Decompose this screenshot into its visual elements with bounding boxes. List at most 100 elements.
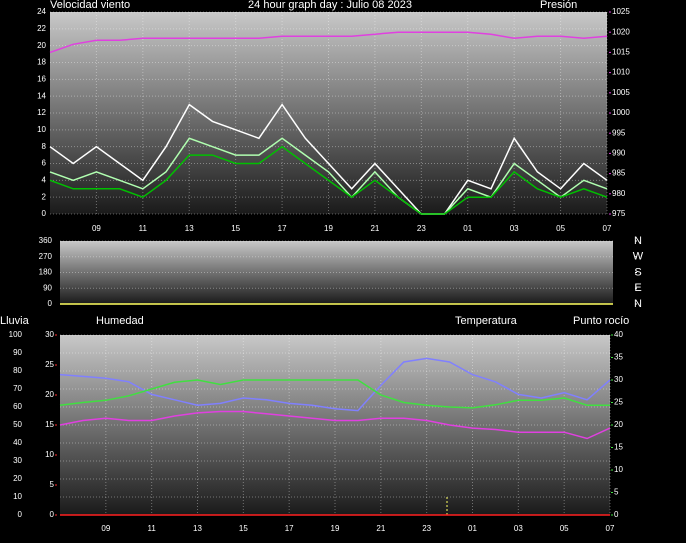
y2-tick-label: 985: [612, 169, 626, 178]
y-tick-label: 90: [43, 283, 52, 292]
x-tick-label: 07: [603, 224, 612, 233]
y2-tick-label: N: [634, 298, 642, 310]
x-tick-label: 05: [556, 224, 565, 233]
x-tick-label: 15: [239, 524, 248, 533]
y2-tick-label: 10: [614, 465, 623, 474]
x-tick-label: 23: [417, 224, 426, 233]
y-tick-label: 12: [37, 108, 46, 117]
series-label: Lluvia: [0, 315, 30, 327]
y2-tick-label: 1005: [612, 88, 630, 97]
y-tick-label: 14: [37, 91, 46, 100]
y2-tick-label: 40: [614, 330, 623, 339]
y2-tick-label: 1015: [612, 48, 630, 57]
y2-tick-label: 25: [614, 398, 623, 407]
series-label: Temperatura: [455, 315, 518, 327]
y-tick-label: 0: [18, 510, 23, 519]
y-tick-label: 20: [13, 474, 22, 483]
y-tick-label: 90: [13, 348, 22, 357]
x-tick-label: 15: [231, 224, 240, 233]
y-tick-label: 24: [37, 7, 46, 16]
series-line: [59, 357, 611, 412]
y-tick-label: 100: [9, 330, 23, 339]
x-tick-label: 21: [376, 524, 385, 533]
y2-tick-label: N: [634, 235, 642, 247]
y-tick-label: 0: [42, 209, 47, 218]
plot-area: [60, 335, 610, 515]
y2-tick-label: E: [634, 282, 641, 294]
y2-tick-label: 980: [612, 189, 626, 198]
y-tick-label: 2: [42, 192, 47, 201]
y3-tick-label: 30: [45, 330, 54, 339]
x-tick-label: 17: [278, 224, 287, 233]
y-tick-label: 18: [37, 58, 46, 67]
y2-tick-label: 5: [614, 488, 619, 497]
x-tick-label: 05: [560, 524, 569, 533]
x-tick-label: 11: [148, 524, 157, 533]
y3-tick-label: 5: [50, 480, 55, 489]
y3-tick-label: 20: [45, 390, 54, 399]
x-tick-label: 09: [101, 524, 110, 533]
x-tick-label: 03: [514, 524, 523, 533]
y-tick-label: 50: [13, 420, 22, 429]
x-tick-label: 11: [139, 224, 148, 233]
y-axis-label: Velocidad viento: [50, 0, 130, 11]
x-tick-label: 03: [510, 224, 519, 233]
y-tick-label: 40: [13, 438, 22, 447]
y2-tick-label: S: [634, 266, 641, 278]
y3-tick-label: 10: [45, 450, 54, 459]
y2-tick-label: 990: [612, 149, 626, 158]
y2-axis-label: Presión: [540, 0, 577, 11]
y2-tick-label: 35: [614, 353, 623, 362]
y2-tick-label: 995: [612, 128, 626, 137]
y2-tick-label: 1020: [612, 27, 630, 36]
y2-tick-label: 15: [614, 443, 623, 452]
x-tick-label: 01: [468, 524, 477, 533]
x-tick-label: 07: [606, 524, 615, 533]
series-line: [59, 379, 610, 409]
series-label: Punto rocío: [573, 315, 629, 327]
y3-tick-label: 25: [45, 360, 54, 369]
y-tick-label: 270: [39, 252, 53, 261]
y-tick-label: 10: [13, 492, 22, 501]
y2-tick-label: 975: [612, 209, 626, 218]
x-tick-label: 13: [193, 524, 202, 533]
series-line: [49, 145, 608, 215]
y-tick-label: 360: [39, 236, 53, 245]
plot-area: [60, 241, 613, 304]
x-tick-label: 13: [185, 224, 194, 233]
y2-tick-label: 1025: [612, 7, 630, 16]
y-tick-label: 16: [37, 74, 46, 83]
y2-tick-label: 20: [614, 420, 623, 429]
x-tick-label: 21: [370, 224, 379, 233]
y2-tick-label: 0: [614, 510, 619, 519]
y-tick-label: 6: [42, 159, 47, 168]
series-line: [49, 31, 608, 54]
y-tick-label: 180: [39, 268, 53, 277]
y2-tick-label: 1000: [612, 108, 630, 117]
series-line: [49, 137, 608, 215]
y-tick-label: 70: [13, 384, 22, 393]
x-tick-label: 09: [92, 224, 101, 233]
y3-tick-label: 0: [50, 510, 55, 519]
y-tick-label: 20: [37, 41, 46, 50]
y-tick-label: 60: [13, 402, 22, 411]
y-tick-label: 0: [48, 299, 53, 308]
series-line: [59, 410, 611, 440]
x-tick-label: 01: [463, 224, 472, 233]
y2-tick-label: 1010: [612, 68, 630, 77]
y-tick-label: 8: [42, 142, 47, 151]
y3-tick-label: 15: [45, 420, 54, 429]
y2-tick-label: 30: [614, 375, 623, 384]
y-tick-label: 80: [13, 366, 22, 375]
chart-title: 24 hour graph day : Julio 08 2023: [248, 0, 412, 11]
y-tick-label: 30: [13, 456, 22, 465]
series-line: [49, 103, 608, 215]
x-tick-label: 23: [422, 524, 431, 533]
x-tick-label: 19: [331, 524, 340, 533]
x-tick-label: 17: [285, 524, 294, 533]
y-tick-label: 22: [37, 24, 46, 33]
series-label: Humedad: [96, 315, 144, 327]
y2-tick-label: W: [633, 251, 644, 263]
